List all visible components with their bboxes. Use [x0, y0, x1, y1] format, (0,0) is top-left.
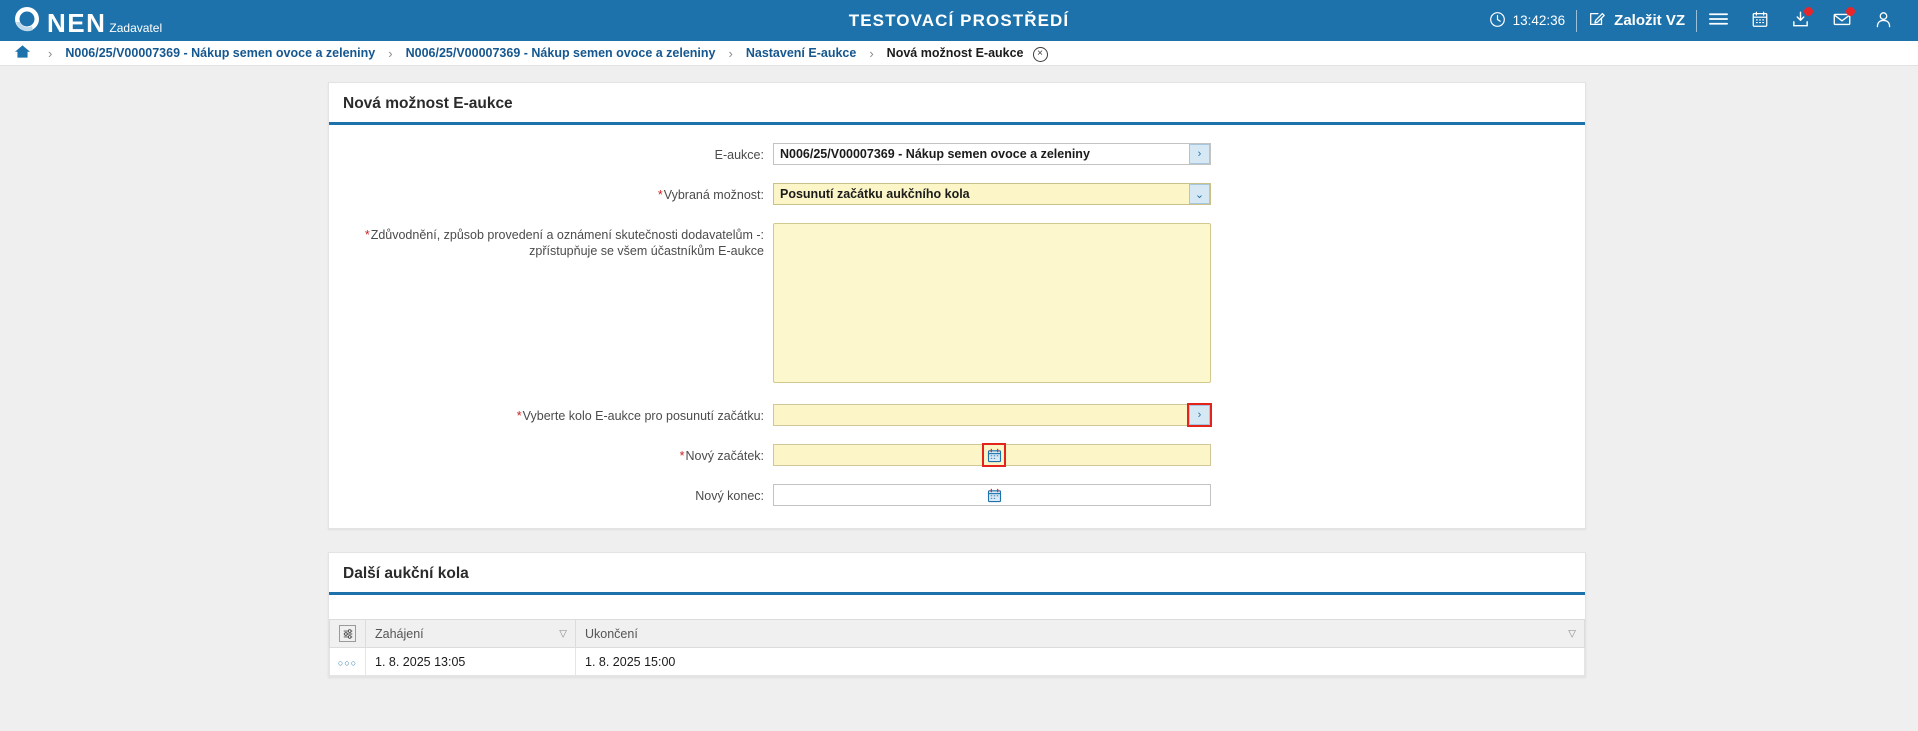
- vybrana-moznost-label-text: Vybraná možnost:: [663, 188, 764, 202]
- field-row-zduvodneni: *Zdůvodnění, způsob provedení a oznámení…: [329, 223, 1585, 386]
- close-icon[interactable]: ×: [1032, 46, 1048, 62]
- breadcrumb-separator-2: ›: [388, 45, 393, 61]
- user-account-icon: [1874, 10, 1893, 32]
- brand-subtitle: Zadavatel: [109, 21, 163, 35]
- field-row-eaukce: E-aukce: N006/25/V00007369 - Nákup semen…: [329, 143, 1585, 165]
- envelope-icon: [1832, 9, 1852, 32]
- breadcrumb-item-3[interactable]: Nastavení E-aukce: [745, 46, 857, 60]
- field-row-novy-zacatek: *Nový začátek:: [329, 443, 1585, 467]
- zduvodneni-label-line2: zpřístupňuje se všem účastníkům E-aukce: [529, 244, 764, 258]
- novy-konec-calendar-icon[interactable]: [985, 486, 1003, 504]
- table-row[interactable]: ○○○ 1. 8. 2025 13:05 1. 8. 2025 15:00: [329, 647, 1585, 676]
- vyberte-kolo-label-text: Vyberte kolo E-aukce pro posunutí začátk…: [522, 409, 764, 423]
- row-actions-menu-icon[interactable]: ○○○: [337, 657, 358, 668]
- eaukce-label: E-aukce:: [714, 148, 764, 162]
- breadcrumb-separator-3: ›: [728, 45, 733, 61]
- table-header-row: Zahájení ▽ Ukončení ▽: [329, 619, 1585, 648]
- page-content: Nová možnost E-aukce E-aukce: N006/25/V0…: [0, 66, 1918, 731]
- brand-logo[interactable]: NEN Zadavatel: [0, 5, 162, 36]
- top-header-bar: NEN Zadavatel TESTOVACÍ PROSTŘEDÍ 13:42:…: [0, 0, 1918, 41]
- additional-rounds-title: Další aukční kola: [329, 553, 1585, 595]
- column-settings-icon[interactable]: [339, 625, 356, 642]
- zduvodneni-label: *Zdůvodnění, způsob provedení a oznámení…: [329, 223, 773, 259]
- novy-zacatek-calendar-icon[interactable]: [982, 443, 1006, 467]
- header-divider-1: [1576, 9, 1578, 32]
- eaukce-lookup-button[interactable]: ›: [1189, 144, 1210, 164]
- breadcrumb-separator-1: ›: [48, 45, 53, 61]
- calendar-icon: [1751, 10, 1769, 31]
- breadcrumb-item-1[interactable]: N006/25/V00007369 - Nákup semen ovoce a …: [65, 46, 376, 60]
- create-vz-label: Založit VZ: [1614, 12, 1685, 29]
- vyberte-kolo-lookup-button[interactable]: ›: [1187, 403, 1212, 427]
- additional-rounds-panel: Další aukční kola: [328, 552, 1586, 677]
- field-row-novy-konec: Nový konec:: [329, 484, 1585, 506]
- clock-icon: [1489, 11, 1506, 31]
- vyberte-kolo-control: ›: [773, 403, 1212, 427]
- sort-indicator-ukonceni[interactable]: ▽: [1568, 628, 1576, 639]
- column-header-ukonceni-label: Ukončení: [585, 626, 638, 641]
- chevron-down-icon[interactable]: ⌄: [1189, 184, 1210, 204]
- novy-zacatek-label-text: Nový začátek:: [685, 449, 764, 463]
- required-marker: *: [657, 188, 663, 202]
- cell-ukonceni: 1. 8. 2025 15:00: [575, 647, 1585, 676]
- header-divider-2: [1696, 9, 1697, 32]
- form-body: E-aukce: N006/25/V00007369 - Nákup semen…: [329, 125, 1585, 528]
- additional-rounds-table: Zahájení ▽ Ukončení ▽ ○○○ 1: [329, 619, 1585, 676]
- cell-zahajeni: 1. 8. 2025 13:05: [365, 647, 576, 676]
- clock-value: 13:42:36: [1512, 13, 1566, 28]
- column-settings-header[interactable]: [329, 619, 366, 648]
- breadcrumb: › N006/25/V00007369 - Nákup semen ovoce …: [0, 41, 1918, 66]
- field-row-vybrana-moznost: *Vybraná možnost: Posunutí začátku aukčn…: [329, 183, 1585, 205]
- zduvodneni-control: [773, 223, 1211, 386]
- table-header: Zahájení ▽ Ukončení ▽: [329, 619, 1585, 648]
- additional-rounds-table-wrap: Zahájení ▽ Ukončení ▽ ○○○ 1: [329, 595, 1585, 676]
- inbox-download-icon: [1791, 10, 1810, 32]
- create-vz-button[interactable]: Založit VZ: [1577, 0, 1696, 41]
- breadcrumb-separator-4: ›: [869, 45, 874, 61]
- downloads-button[interactable]: [1780, 0, 1821, 41]
- header-actions: 13:42:36 Založit VZ: [1478, 0, 1918, 41]
- vybrana-moznost-control: Posunutí začátku aukčního kola ⌄: [773, 183, 1211, 205]
- nen-logo-icon: [13, 5, 41, 36]
- vyberte-kolo-label: *Vyberte kolo E-aukce pro posunutí začát…: [329, 404, 773, 424]
- required-marker: *: [364, 228, 370, 242]
- sort-indicator-zahajeni[interactable]: ▽: [559, 628, 567, 639]
- breadcrumb-item-current: Nová možnost E-aukce: [886, 46, 1024, 60]
- vyberte-kolo-input[interactable]: [773, 404, 1211, 426]
- novy-konec-label: Nový konec:: [695, 489, 764, 503]
- column-header-zahajeni[interactable]: Zahájení ▽: [365, 619, 576, 648]
- messages-button[interactable]: [1821, 0, 1863, 41]
- column-header-zahajeni-label: Zahájení: [375, 626, 424, 641]
- new-eauction-option-panel: Nová možnost E-aukce E-aukce: N006/25/V0…: [328, 82, 1586, 529]
- home-icon: [14, 44, 31, 62]
- breadcrumb-item-2[interactable]: N006/25/V00007369 - Nákup semen ovoce a …: [405, 46, 716, 60]
- novy-konec-control: [773, 484, 1211, 506]
- downloads-notification-badge: [1804, 7, 1813, 16]
- novy-zacatek-label: *Nový začátek:: [329, 444, 773, 464]
- eaukce-control: N006/25/V00007369 - Nákup semen ovoce a …: [773, 143, 1211, 165]
- breadcrumb-home-button[interactable]: [14, 44, 35, 62]
- column-header-ukonceni[interactable]: Ukončení ▽: [575, 619, 1585, 648]
- vybrana-moznost-select[interactable]: Posunutí začátku aukčního kola: [773, 183, 1211, 205]
- hamburger-menu-icon: [1708, 10, 1729, 31]
- messages-notification-badge: [1846, 7, 1855, 16]
- zduvodneni-label-line1: Zdůvodnění, způsob provedení a oznámení …: [370, 228, 764, 242]
- novy-zacatek-control: [773, 443, 1211, 467]
- required-marker: *: [679, 449, 685, 463]
- server-clock: 13:42:36: [1478, 0, 1577, 41]
- main-menu-button[interactable]: [1697, 0, 1740, 41]
- user-account-button[interactable]: [1863, 0, 1904, 41]
- field-row-vyberte-kolo: *Vyberte kolo E-aukce pro posunutí začát…: [329, 403, 1585, 427]
- vybrana-moznost-label: *Vybraná možnost:: [329, 183, 773, 203]
- edit-square-icon: [1588, 10, 1606, 32]
- eaukce-input[interactable]: N006/25/V00007369 - Nákup semen ovoce a …: [773, 143, 1211, 165]
- zduvodneni-textarea[interactable]: [773, 223, 1211, 383]
- table-body: ○○○ 1. 8. 2025 13:05 1. 8. 2025 15:00: [329, 647, 1585, 676]
- required-marker: *: [516, 409, 522, 423]
- calendar-button[interactable]: [1740, 0, 1780, 41]
- page-title: Nová možnost E-aukce: [329, 83, 1585, 125]
- brand-name: NEN: [47, 8, 107, 38]
- row-menu-cell[interactable]: ○○○: [329, 647, 366, 676]
